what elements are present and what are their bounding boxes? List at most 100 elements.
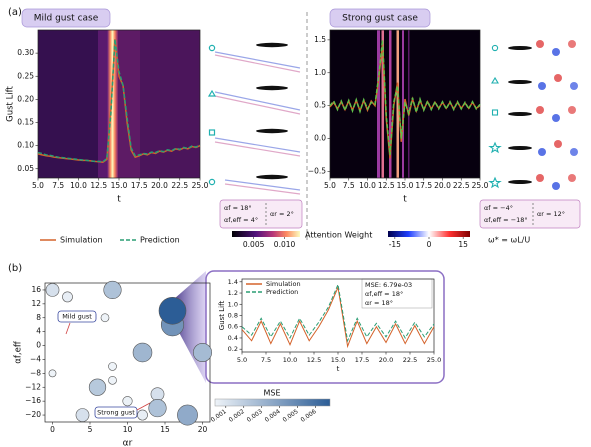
wake <box>214 137 301 153</box>
point <box>137 409 148 421</box>
annotation: αr = 18° <box>365 299 393 307</box>
annotation: αf = 18° <box>224 204 252 212</box>
wake <box>214 54 301 73</box>
heatmap <box>389 30 392 178</box>
vortex <box>536 106 544 114</box>
x-tick-label: 20.0 <box>151 181 168 190</box>
marker <box>491 76 499 84</box>
point <box>75 408 90 422</box>
annotation: Mild gust <box>62 313 92 321</box>
y-axis-label: αf,eff <box>14 340 24 364</box>
x-tick-label: 5.0 <box>237 356 247 364</box>
wake <box>214 141 301 157</box>
x-tick-label: 15.0 <box>397 181 414 190</box>
y-tick-label: 16 <box>31 285 41 294</box>
annotation: αr = 2° <box>270 210 294 218</box>
y-tick-label: 1.4 <box>228 278 238 286</box>
marker <box>488 176 502 189</box>
x-tick-label: 25.0 <box>192 181 209 190</box>
airfoil <box>508 146 532 150</box>
y-tick-label: 8 <box>36 313 41 322</box>
vortex-field <box>508 40 578 190</box>
point <box>132 342 153 363</box>
heatmap <box>38 30 98 178</box>
colorbar-tick-label: 0.001 <box>210 408 228 424</box>
vortex <box>552 182 560 190</box>
airfoil <box>256 42 288 48</box>
x-tick-label: 22.5 <box>171 181 188 190</box>
x-tick-label: 22.5 <box>403 356 417 364</box>
x-tick-label: 17.5 <box>355 356 369 364</box>
colorbar-tick-label: 0.005 <box>282 408 300 424</box>
y-tick-label: 0.30 <box>17 48 34 57</box>
vortex <box>554 74 562 82</box>
x-tick-label: 10 <box>123 425 133 434</box>
colorbar-tick-label: 0.002 <box>228 408 246 424</box>
annotation-box <box>94 406 138 419</box>
y-tick-label: 0.10 <box>17 141 34 150</box>
series-line <box>241 282 435 343</box>
x-tick-label: 12.5 <box>90 181 107 190</box>
y-tick-label: 0.6 <box>228 323 238 331</box>
x-tick-label: 0 <box>50 425 55 434</box>
point <box>108 375 117 385</box>
heatmap <box>98 30 108 178</box>
annotation: αf,eff = −18° <box>484 216 528 224</box>
point <box>122 396 133 407</box>
panel-label: (b) <box>8 263 22 274</box>
wake <box>214 95 301 115</box>
y-tick-label: 0.15 <box>17 118 34 127</box>
annotation: αr = 12° <box>537 210 565 218</box>
x-tick-label: 5 <box>88 425 93 434</box>
vortex <box>552 114 560 122</box>
vortex <box>538 82 546 90</box>
colorbar <box>388 231 470 237</box>
x-tick-label: 5.0 <box>32 181 44 190</box>
point <box>48 369 57 378</box>
y-tick-label: 1.2 <box>228 289 238 297</box>
snapshot-column <box>207 42 301 195</box>
y-axis-label: Gust Lift <box>218 301 226 331</box>
y-tick-label: 1.5 <box>314 35 326 44</box>
annotation: αf = −4° <box>484 204 513 212</box>
y-tick-label: 12 <box>31 299 41 308</box>
x-tick-label: 15 <box>160 425 170 434</box>
legend-label: Simulation <box>266 280 301 288</box>
marker <box>208 44 216 52</box>
airfoil <box>508 46 532 50</box>
legend-label: Prediction <box>140 236 180 245</box>
x-tick-label: 10.0 <box>70 181 87 190</box>
heatmap <box>377 30 380 178</box>
series-line <box>37 39 201 163</box>
vortex <box>568 106 576 114</box>
x-axis-label: αr <box>123 439 133 447</box>
heatmap <box>396 30 399 178</box>
airfoil <box>508 180 532 184</box>
snapshot-column <box>488 40 578 190</box>
x-tick-label: 7.5 <box>261 356 271 364</box>
heatmap <box>402 30 404 178</box>
heatmap <box>140 30 200 178</box>
vortex <box>568 174 576 182</box>
x-tick-label: 10.0 <box>359 181 376 190</box>
y-tick-label: 0.2 <box>228 345 238 353</box>
colorbar-label: ω* = ωL/U <box>488 236 530 245</box>
x-tick-label: 20.0 <box>434 181 451 190</box>
point <box>100 313 110 323</box>
colorbar-tick-label: 0.003 <box>246 408 264 424</box>
x-tick-label: 20.0 <box>379 356 393 364</box>
series-line <box>329 39 481 156</box>
chart-title: Mild gust case <box>34 14 99 24</box>
annotation-arrow <box>136 402 151 411</box>
y-tick-label: 0.4 <box>228 334 238 342</box>
annotation: αf,eff = 18° <box>365 290 403 298</box>
marker <box>207 89 217 97</box>
x-tick-label: 25.0 <box>472 181 489 190</box>
x-tick-label: 15.0 <box>111 181 128 190</box>
annotation: MSE: 6.79e-03 <box>365 281 412 289</box>
panel-label: (a) <box>8 7 22 18</box>
airfoil <box>256 85 288 91</box>
point <box>108 362 117 371</box>
